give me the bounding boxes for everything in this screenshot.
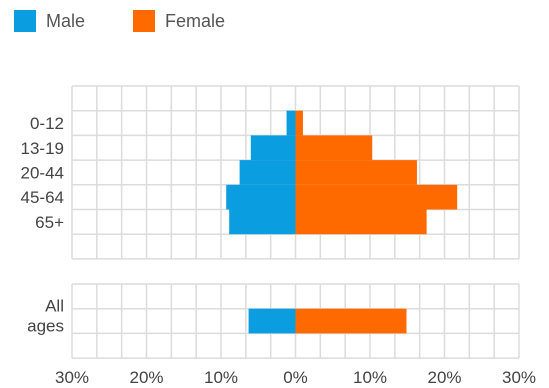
female-swatch — [133, 10, 156, 32]
summary-label-line2: ages — [27, 317, 64, 336]
legend-label-female: Female — [165, 10, 226, 31]
summary-label-line1: All — [45, 297, 64, 316]
male-swatch — [14, 10, 36, 32]
bar-male-all-ages — [248, 308, 296, 334]
bar-female-all-ages — [295, 308, 407, 334]
bar-female-0-12 — [295, 110, 303, 136]
x-tick-label: 30% — [502, 368, 536, 387]
bar-female-45-64 — [295, 184, 458, 210]
x-tick-label: 10% — [353, 368, 387, 387]
legend-item-female: Female — [133, 10, 225, 32]
bar-male-13-19 — [250, 135, 296, 161]
bar-female-20-44 — [295, 160, 417, 185]
legend-item-male: Male — [14, 10, 85, 32]
legend-label-male: Male — [46, 10, 86, 31]
bar-male-20-44 — [239, 160, 296, 185]
x-tick-label: 20% — [427, 368, 461, 387]
x-tick-label: 30% — [55, 368, 89, 387]
x-tick-label: 10% — [204, 368, 238, 387]
category-label: 20-44 — [21, 163, 64, 182]
legend: Male Female — [14, 10, 225, 32]
bar-female-65+ — [295, 209, 427, 235]
bar-female-13-19 — [295, 135, 373, 161]
bar-male-65+ — [229, 209, 296, 235]
category-label: 13-19 — [21, 139, 64, 158]
x-tick-label: 20% — [129, 368, 163, 387]
bar-male-45-64 — [226, 184, 296, 210]
bar-male-0-12 — [286, 110, 296, 136]
category-label: 65+ — [35, 213, 64, 232]
x-tick-label: 0% — [283, 368, 308, 387]
category-label: 0-12 — [30, 114, 64, 133]
category-label: 45-64 — [21, 188, 64, 207]
